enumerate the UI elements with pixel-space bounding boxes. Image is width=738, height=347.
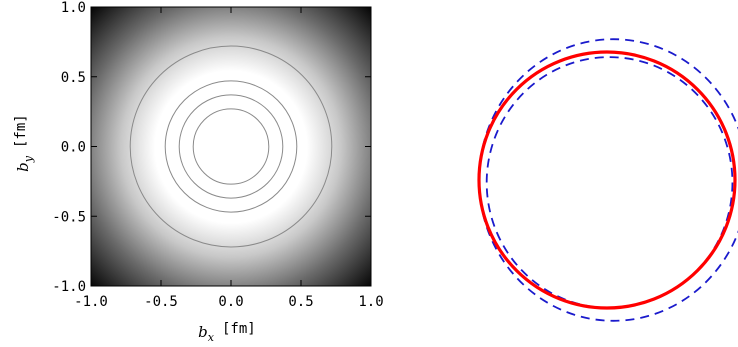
contour-group xyxy=(129,45,333,248)
x-axis-ticks: -1.0 -0.5 0.0 0.5 1.0 xyxy=(74,7,384,310)
x-tick-label: 0.5 xyxy=(288,294,313,310)
y-axis-ticks: 1.0 0.5 0.0 -0.5 -1.0 xyxy=(52,0,371,295)
contour-line xyxy=(178,94,284,199)
contour-line xyxy=(192,108,270,185)
curve-dashed-blue xyxy=(485,56,734,309)
x-tick-label: 0.0 xyxy=(218,294,243,310)
x-tick-label: -1.0 xyxy=(74,294,108,310)
x-tick-label: 1.0 xyxy=(358,294,383,310)
y-tick-label: 1.0 xyxy=(61,0,86,16)
y-axis-label-group: by [fm] xyxy=(13,114,35,172)
y-axis-label: by xyxy=(14,155,35,172)
y-axis-unit: [fm] xyxy=(13,114,29,148)
contour-line xyxy=(164,80,298,213)
x-tick-label: -0.5 xyxy=(144,294,178,310)
y-tick-label: -0.5 xyxy=(52,209,86,225)
y-tick-label: 0.0 xyxy=(61,140,86,156)
contour-comparison-plot xyxy=(477,38,738,322)
x-axis-unit: [fm] xyxy=(222,321,256,337)
y-tick-label: 0.5 xyxy=(61,70,86,86)
density-plot: -1.0 -0.5 0.0 0.5 1.0 1.0 0.5 0.0 -0.5 -1.0 bx [… xyxy=(13,0,384,344)
y-tick-label: -1.0 xyxy=(52,279,86,295)
contour-line xyxy=(129,45,333,248)
curve-dashed-blue xyxy=(478,38,738,322)
x-axis-label: bx xyxy=(198,323,215,344)
heatmap-field xyxy=(91,7,371,286)
curve-solid-red xyxy=(477,50,737,310)
